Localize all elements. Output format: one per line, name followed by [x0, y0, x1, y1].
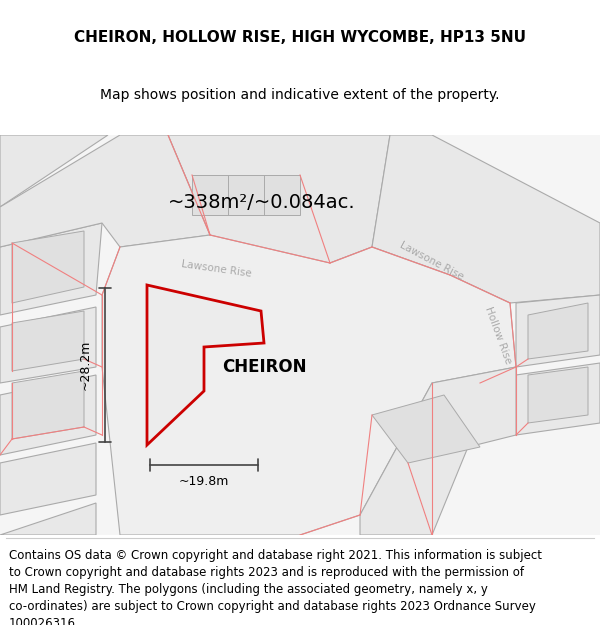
Polygon shape [372, 395, 480, 463]
Polygon shape [102, 235, 516, 535]
Polygon shape [0, 307, 96, 383]
Text: Contains OS data © Crown copyright and database right 2021. This information is : Contains OS data © Crown copyright and d… [9, 549, 542, 561]
Text: Hollow Rise: Hollow Rise [483, 305, 513, 365]
Polygon shape [0, 135, 210, 247]
Text: Lawsone Rise: Lawsone Rise [398, 240, 466, 282]
Polygon shape [0, 503, 96, 535]
Text: ~19.8m: ~19.8m [179, 475, 229, 488]
Polygon shape [0, 443, 96, 515]
Text: HM Land Registry. The polygons (including the associated geometry, namely x, y: HM Land Registry. The polygons (includin… [9, 582, 488, 596]
Text: ~28.2m: ~28.2m [79, 340, 92, 390]
Polygon shape [0, 375, 96, 455]
Polygon shape [0, 223, 102, 315]
Polygon shape [147, 285, 264, 445]
Polygon shape [528, 367, 588, 423]
Polygon shape [12, 311, 84, 371]
Polygon shape [12, 231, 84, 303]
Polygon shape [528, 303, 588, 359]
Polygon shape [0, 135, 108, 207]
Text: Map shows position and indicative extent of the property.: Map shows position and indicative extent… [100, 88, 500, 101]
Text: ~338m²/~0.084ac.: ~338m²/~0.084ac. [168, 194, 356, 213]
Text: CHEIRON: CHEIRON [222, 358, 306, 376]
Polygon shape [168, 135, 390, 263]
Polygon shape [360, 367, 516, 535]
Polygon shape [192, 175, 300, 215]
Text: to Crown copyright and database rights 2023 and is reproduced with the permissio: to Crown copyright and database rights 2… [9, 566, 524, 579]
Text: co-ordinates) are subject to Crown copyright and database rights 2023 Ordnance S: co-ordinates) are subject to Crown copyr… [9, 600, 536, 612]
Polygon shape [516, 363, 600, 435]
Text: Lawsone Rise: Lawsone Rise [180, 259, 252, 279]
Text: CHEIRON, HOLLOW RISE, HIGH WYCOMBE, HP13 5NU: CHEIRON, HOLLOW RISE, HIGH WYCOMBE, HP13… [74, 30, 526, 45]
Polygon shape [516, 295, 600, 367]
Text: 100026316.: 100026316. [9, 617, 80, 625]
FancyBboxPatch shape [0, 135, 600, 535]
Polygon shape [372, 135, 600, 303]
Polygon shape [12, 371, 84, 439]
